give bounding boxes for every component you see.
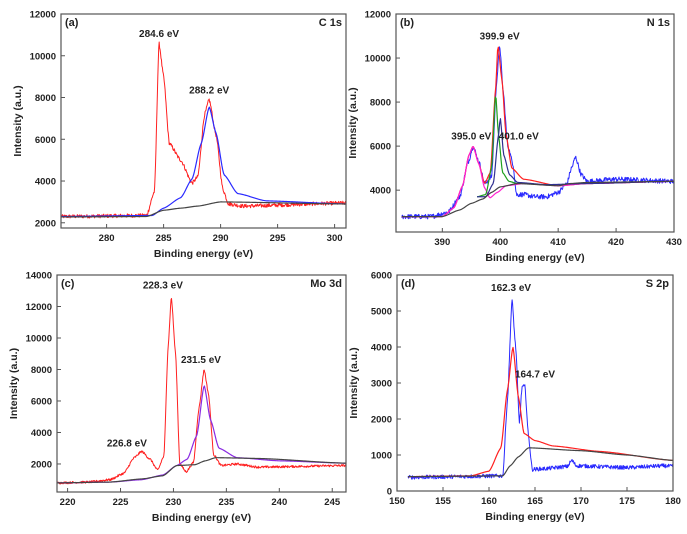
plot-frame xyxy=(60,13,347,229)
series-background xyxy=(401,180,674,218)
plot-frame xyxy=(395,13,675,233)
panel-a: 280 285 290 295 300 2000 4000 6000 8000 10000 1200… xyxy=(12,10,347,260)
y-tick-label: 2000 xyxy=(371,415,392,426)
y-tick-label: 5000 xyxy=(371,307,392,318)
x-tick-label: 230 xyxy=(166,497,182,508)
series-background xyxy=(408,447,673,478)
series-raw xyxy=(61,41,346,219)
peak-label: 162.3 eV xyxy=(491,283,531,294)
x-tick-label: 220 xyxy=(60,497,76,508)
series-fit xyxy=(57,385,346,484)
panel-tag: (a) xyxy=(65,17,79,29)
x-axis-title: Binding energy (eV) xyxy=(154,248,253,260)
x-axis-title: Binding energy (eV) xyxy=(485,252,584,264)
x-tick-label: 285 xyxy=(156,233,173,244)
peak-label: 284.6 eV xyxy=(139,29,179,40)
x-tick-label: 175 xyxy=(619,496,636,507)
y-tick-label: 12000 xyxy=(365,10,391,21)
x-tick-label: 400 xyxy=(492,237,508,248)
y-axis-title: Intensity (a.u.) xyxy=(347,87,359,158)
y-tick-label: 2000 xyxy=(35,218,56,229)
y-tick-label: 3000 xyxy=(371,379,392,390)
x-axis-title: Binding energy (eV) xyxy=(485,511,584,523)
series-background xyxy=(57,457,346,484)
y-tick-label: 8000 xyxy=(370,98,391,109)
x-tick-label: 290 xyxy=(213,233,229,244)
x-tick-label: 155 xyxy=(435,496,452,507)
y-tick-label: 12000 xyxy=(26,302,52,313)
plot-frame xyxy=(396,274,674,492)
y-tick-label: 6000 xyxy=(31,396,52,407)
panel-c: 220 225 230 235 240 245 2000 4000 6000 8000 10000 1… xyxy=(8,271,347,524)
y-tick-label: 10000 xyxy=(30,51,56,62)
y-tick-label: 8000 xyxy=(31,365,52,376)
y-tick-label: 14000 xyxy=(26,271,52,282)
y-tick-label: 1000 xyxy=(371,451,392,462)
panel-d: 150 155 160 165 170 175 180 0 1000 2000 3000 4000 50… xyxy=(348,271,681,524)
y-tick-label: 6000 xyxy=(370,142,391,153)
y-tick-label: 4000 xyxy=(371,343,392,354)
y-tick-label: 6000 xyxy=(371,271,392,282)
y-tick-label: 8000 xyxy=(35,93,56,104)
y-tick-label: 6000 xyxy=(35,135,56,146)
x-tick-label: 410 xyxy=(550,237,566,248)
series-background xyxy=(61,201,346,218)
peak-label: 399.9 eV xyxy=(480,31,520,42)
series-fit xyxy=(61,106,346,218)
y-tick-label: 10000 xyxy=(365,54,391,65)
y-tick-label: 12000 xyxy=(30,10,56,21)
series-peak-399.9 xyxy=(476,96,518,198)
x-axis-title: Binding energy (eV) xyxy=(152,512,251,524)
plot-frame xyxy=(56,274,347,493)
x-tick-label: 295 xyxy=(270,233,287,244)
x-tick-label: 235 xyxy=(218,497,235,508)
y-tick-label: 4000 xyxy=(31,428,52,439)
panel-tag: (d) xyxy=(401,278,415,290)
y-tick-label: 0 xyxy=(387,487,392,498)
x-tick-label: 300 xyxy=(327,233,343,244)
y-axis-title: Intensity (a.u.) xyxy=(8,348,20,419)
peak-label: 395.0 eV xyxy=(451,132,491,143)
peak-label: 401.0 eV xyxy=(499,132,539,143)
y-tick-label: 2000 xyxy=(31,459,52,470)
x-tick-label: 430 xyxy=(666,237,682,248)
panel-b: 390 400 410 420 430 4000 6000 8000 10000 12000 Bin… xyxy=(347,10,682,265)
x-tick-label: 180 xyxy=(665,496,681,507)
x-tick-label: 170 xyxy=(573,496,589,507)
panel-tag: (c) xyxy=(61,278,75,290)
x-tick-label: 225 xyxy=(113,497,130,508)
x-tick-label: 160 xyxy=(481,496,497,507)
peak-label: 228.3 eV xyxy=(143,280,183,291)
series-raw xyxy=(57,297,346,485)
y-tick-label: 4000 xyxy=(370,186,391,197)
x-tick-label: 245 xyxy=(324,497,341,508)
peak-label: 288.2 eV xyxy=(189,85,229,96)
panel-title: N 1s xyxy=(647,17,670,29)
x-tick-label: 240 xyxy=(271,497,287,508)
panel-tag: (b) xyxy=(400,17,414,29)
series-raw xyxy=(407,299,673,480)
series-fit xyxy=(408,346,673,478)
peak-label: 164.7 eV xyxy=(515,370,555,381)
peak-label: 231.5 eV xyxy=(181,355,221,366)
y-axis-title: Intensity (a.u.) xyxy=(12,85,24,156)
x-tick-label: 165 xyxy=(527,496,544,507)
panel-title: Mo 3d xyxy=(310,278,342,290)
y-tick-label: 10000 xyxy=(26,333,52,344)
x-tick-label: 390 xyxy=(434,237,450,248)
peak-label: 226.8 eV xyxy=(107,439,147,450)
x-tick-label: 150 xyxy=(389,496,405,507)
y-tick-label: 4000 xyxy=(35,177,56,188)
y-axis-title: Intensity (a.u.) xyxy=(348,347,360,418)
panel-title: S 2p xyxy=(646,278,670,290)
x-tick-label: 420 xyxy=(608,237,624,248)
x-tick-label: 280 xyxy=(99,233,115,244)
panel-title: C 1s xyxy=(319,17,342,29)
